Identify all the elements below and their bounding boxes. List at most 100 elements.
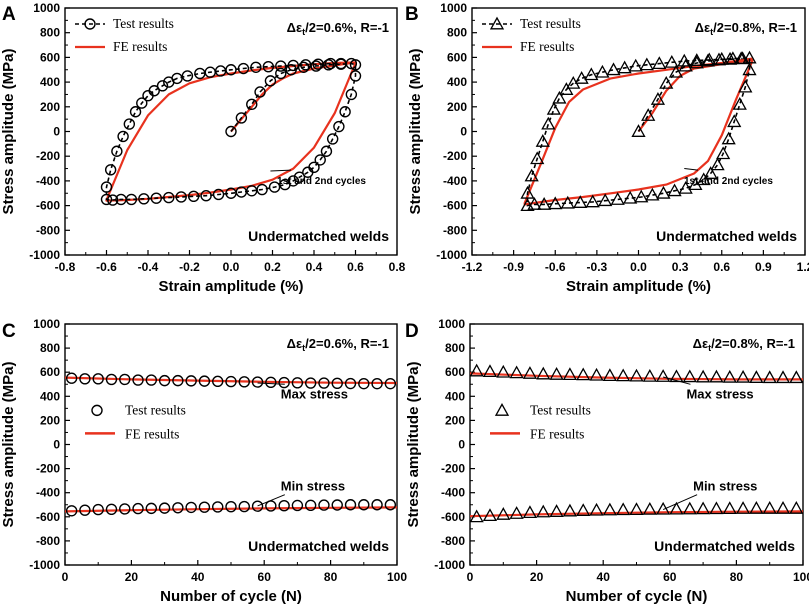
data-point [546,101,561,115]
data-point [107,194,119,206]
data-point [682,369,697,383]
data-point [616,502,631,516]
data-point [656,369,671,382]
data-point [574,71,589,84]
data-point [623,190,638,204]
y-tick-label: 600 [445,365,465,379]
data-point [602,368,617,382]
x-axis-label: Number of cycle (N) [160,588,302,605]
data-point [536,366,551,380]
condition-prefix: Δε [693,336,709,351]
data-point [520,185,535,199]
y-tick-label: 800 [40,26,60,40]
condition-subscript: t [708,343,711,353]
data-point [629,368,644,382]
data-point [138,193,150,205]
material-label: Undermatched welds [248,228,389,244]
data-point [589,367,604,381]
data-point [537,197,552,210]
data-point [738,79,753,93]
data-point [522,505,538,519]
y-tick-label: 400 [445,389,465,403]
data-point [482,364,498,378]
data-point [650,92,666,105]
data-point [520,198,535,212]
panel-letter: A [2,4,16,25]
data-point [469,509,484,523]
x-tick-label: 20 [530,570,544,584]
data-point [628,58,643,72]
y-tick-label: -1000 [434,558,465,572]
data-point [92,373,104,385]
data-point [335,57,347,70]
data-point [339,106,351,118]
data-point [251,376,264,388]
data-point [775,501,791,514]
data-point [331,377,343,389]
data-point [629,502,644,516]
data-point [187,190,200,203]
y-tick-label: -200 [443,149,467,163]
data-point [702,52,717,66]
condition-subscript: t [302,27,305,37]
condition-subscript: t [710,27,713,37]
y-tick-label: 800 [445,341,465,355]
data-point [617,60,632,74]
data-point [185,375,197,387]
y-tick-label: -1000 [436,248,467,262]
material-label: Undermatched welds [248,538,389,554]
data-point [262,60,275,73]
x-tick-label: 100 [793,570,809,584]
data-point [181,70,194,82]
data-point [659,75,674,89]
data-point [115,193,127,206]
legend-test-label: Test results [113,16,174,31]
data-point [527,197,542,210]
data-point [150,192,163,204]
data-point [100,193,113,206]
data-point [384,377,397,390]
y-tick-label: 400 [40,75,60,89]
data-point [132,374,144,386]
material-label: Undermatched welds [656,228,797,244]
y-axis-label: Stress amplitude (MPa) [0,362,17,528]
data-point [549,504,564,517]
annotation-label: Min stress [281,479,345,494]
condition-prefix: Δε [287,20,303,35]
x-tick-label: 0.4 [306,260,323,274]
legend-test-label: Test results [520,16,581,31]
data-point [145,502,158,515]
data-point [678,180,693,194]
data-point [482,508,498,522]
condition-label: Δεt/2=0.8%, R=-1 [693,336,795,353]
y-tick-label: 200 [40,100,60,114]
data-point [275,67,287,80]
data-point [695,369,711,383]
y-tick-label: 400 [447,75,467,89]
data-point [562,503,578,517]
x-axis-label: Number of cycle (N) [566,588,708,605]
y-tick-label: -600 [441,510,465,524]
y-tick-label: -600 [36,199,60,213]
data-point [762,501,777,514]
y-tick-label: -1000 [29,248,60,262]
data-point [522,366,538,379]
data-point [344,377,357,390]
x-tick-label: -0.6 [545,260,566,274]
condition-label: Δεt/2=0.8%, R=-1 [695,20,797,37]
data-point [709,369,724,383]
legend-test-label: Test results [125,402,186,417]
y-tick-label: -200 [441,462,465,476]
data-point [722,501,737,515]
annotation-arrow [684,168,699,171]
y-tick-label: -200 [36,149,60,163]
data-point [104,164,117,176]
data-point [616,368,631,382]
y-tick-label: 0 [460,125,467,139]
data-point [688,177,703,191]
data-point [496,364,511,378]
condition-suffix: /2=0.8%, R=-1 [711,336,795,351]
y-tick-label: -800 [443,223,467,237]
data-point [560,195,575,209]
data-point [79,504,91,516]
